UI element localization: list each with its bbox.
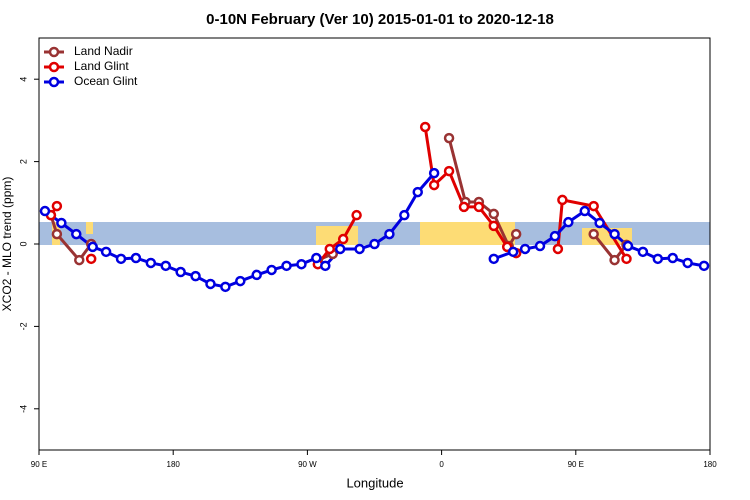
data-point (235, 275, 246, 287)
chart-title: 0-10N February (Ver 10) 2015-01-01 to 20… (206, 11, 554, 28)
x-tick-label: 180 (703, 460, 717, 469)
data-point (115, 253, 127, 265)
legend-marker (48, 76, 60, 88)
data-point (443, 132, 455, 144)
data-point (175, 266, 186, 278)
data-point (281, 260, 292, 272)
data-point (130, 252, 142, 264)
data-point (39, 205, 51, 217)
data-point (100, 246, 112, 258)
ocean-band (39, 222, 710, 245)
x-tick-label: 180 (167, 460, 181, 469)
y-tick-label: 4 (18, 77, 28, 82)
data-point (579, 205, 590, 217)
data-point (698, 260, 710, 272)
series-line (49, 126, 628, 266)
data-point (667, 252, 678, 264)
y-tick-label: -2 (18, 322, 28, 330)
legend-label: Land Glint (74, 59, 129, 73)
data-point (351, 209, 362, 221)
data-point (557, 194, 568, 206)
x-tick-label: 90 W (298, 460, 317, 469)
data-point (205, 278, 216, 290)
data-point (337, 233, 349, 245)
data-point (428, 179, 440, 191)
data-point (588, 228, 599, 240)
data-point (622, 240, 634, 252)
data-point (563, 216, 574, 228)
data-point (412, 186, 423, 198)
data-point (458, 201, 470, 213)
data-point (324, 243, 336, 255)
data-point (549, 230, 561, 242)
data-point (85, 253, 97, 265)
data-point (399, 209, 410, 221)
legend-marker (48, 46, 60, 58)
data-point (51, 228, 63, 240)
data-point (71, 228, 82, 240)
y-tick-label: 0 (18, 241, 28, 246)
data-point (384, 228, 395, 240)
data-point (488, 220, 500, 232)
data-point (428, 167, 440, 179)
data-point (334, 243, 346, 255)
data-point (354, 243, 365, 255)
data-point (220, 281, 231, 293)
data-point (507, 246, 519, 258)
data-point (534, 240, 546, 252)
data-point (74, 254, 85, 266)
land-shape (86, 222, 93, 234)
data-point (266, 264, 277, 276)
data-point (652, 253, 664, 265)
data-point (296, 258, 307, 270)
legend-marker (48, 61, 60, 73)
data-point (369, 238, 380, 250)
data-point (311, 252, 322, 264)
data-point (488, 253, 500, 265)
data-point (552, 243, 564, 255)
data-point (637, 246, 649, 258)
data-point (609, 254, 620, 266)
data-point (419, 121, 431, 133)
data-point (145, 257, 157, 269)
x-tick-label: 90 E (568, 460, 584, 469)
data-point (320, 260, 331, 272)
data-point (251, 269, 262, 281)
data-point (682, 257, 693, 269)
map-band (39, 222, 710, 245)
y-axis-label: XCO2 - MLO trend (ppm) (0, 177, 14, 312)
x-axis-label: Longitude (346, 475, 403, 490)
data-point (510, 228, 522, 240)
data-point (443, 165, 455, 177)
data-point (56, 217, 67, 229)
data-point (594, 217, 605, 229)
legend-label: Land Nadir (74, 44, 133, 58)
data-point (190, 270, 201, 282)
data-point (160, 260, 171, 272)
data-point (621, 253, 632, 265)
data-point (609, 228, 620, 240)
legend-label: Ocean Glint (74, 74, 138, 88)
data-point (473, 201, 485, 213)
x-tick-label: 0 (439, 460, 444, 469)
data-point (87, 241, 98, 253)
x-tick-label: 90 E (31, 460, 47, 469)
data-point (519, 243, 531, 255)
y-tick-label: -4 (18, 405, 28, 413)
data-point (51, 200, 63, 212)
data-point (488, 208, 500, 220)
data-point (588, 200, 599, 212)
y-tick-label: 2 (18, 159, 28, 164)
